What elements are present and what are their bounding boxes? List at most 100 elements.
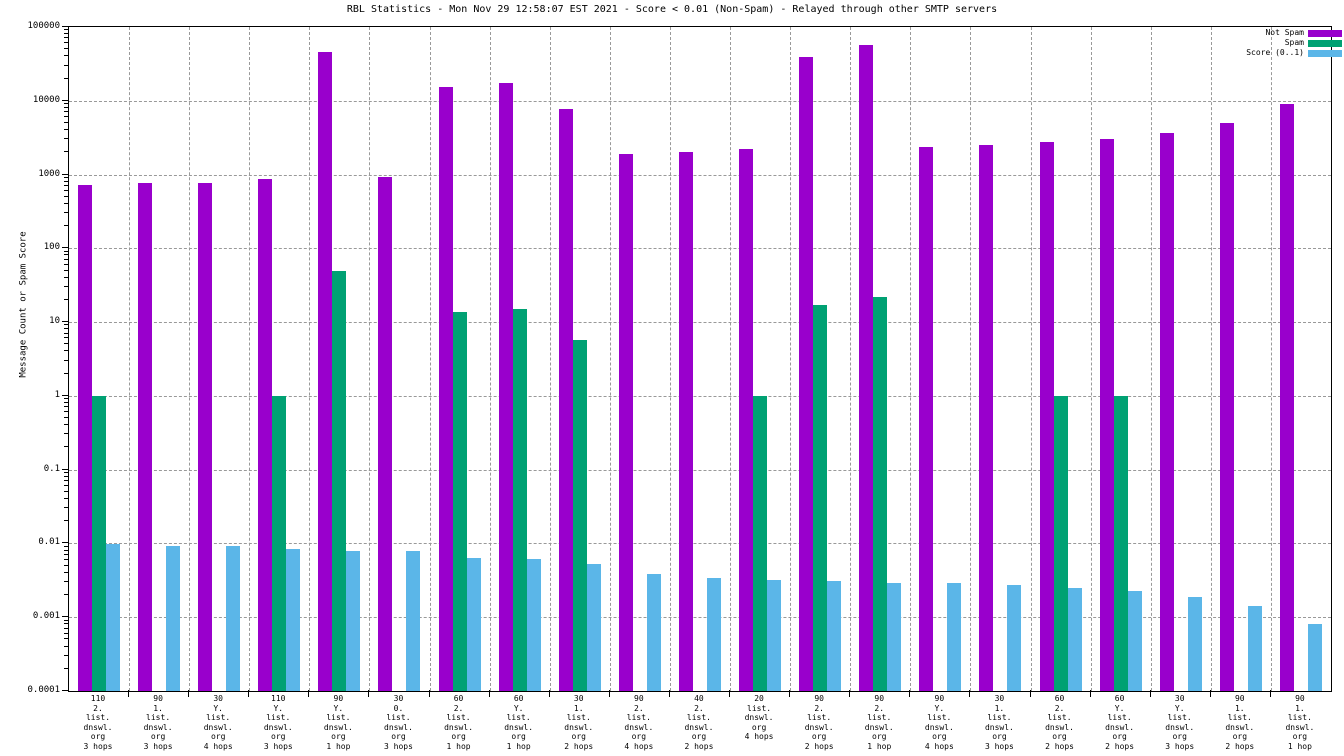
label-list: list.: [566, 713, 591, 723]
bar-spam: [1113, 395, 1128, 691]
label-sub: 2.: [694, 703, 704, 713]
label-sub: 1.: [1234, 703, 1245, 713]
x-axis-group-label: 90 2. list. dnswl. org 1 hop: [842, 694, 916, 752]
bar-score: [346, 550, 361, 691]
label-count: 90: [1234, 694, 1245, 703]
bar-score: [586, 563, 601, 691]
bar-score: [827, 580, 842, 691]
y-axis-minor-tick: [64, 645, 69, 647]
label-sub: 1.: [573, 703, 584, 713]
y-axis-minor-tick: [64, 276, 69, 278]
y-axis-tick-label: 0.001: [32, 611, 60, 622]
gridline-horizontal: [69, 174, 1331, 176]
label-hops: 2 hops: [684, 741, 714, 751]
label-org: org: [751, 722, 767, 732]
gridline-horizontal: [69, 248, 1331, 250]
label-dnswl: dnswl.: [203, 722, 233, 732]
x-axis-tick: [1209, 690, 1211, 697]
legend-item: Score (0..1): [1246, 48, 1342, 58]
y-axis-minor-tick: [64, 490, 69, 492]
y-axis-minor-tick: [64, 324, 69, 326]
y-axis-minor-tick: [64, 433, 69, 435]
plot-area: [68, 26, 1332, 692]
label-count: 40: [694, 694, 704, 703]
y-axis-tick-label: 1000: [38, 168, 60, 179]
x-axis-tick: [1269, 690, 1271, 697]
label-hops: 2 hops: [1045, 741, 1074, 751]
y-axis-minor-tick: [64, 343, 69, 345]
label-count: 30: [573, 694, 584, 703]
x-axis-tick: [668, 690, 670, 697]
label-sub: 2.: [814, 703, 824, 713]
y-axis-minor-tick: [64, 176, 69, 178]
label-list: list.: [146, 713, 171, 723]
y-axis-tick: [62, 690, 69, 691]
bar-not-spam: [78, 184, 92, 691]
bar-not-spam: [438, 86, 453, 691]
bar-score: [166, 546, 181, 691]
label-hops: 2 hops: [804, 741, 834, 751]
y-axis-minor-tick: [64, 250, 69, 252]
label-list: list.: [686, 713, 711, 723]
x-axis-tick: [729, 690, 731, 697]
label-org: org: [331, 732, 346, 742]
label-sub: Y.: [273, 703, 284, 713]
x-axis-tick: [1029, 690, 1031, 697]
x-axis-tick: [248, 690, 250, 697]
y-axis-minor-tick: [64, 285, 69, 287]
bar-not-spam: [1099, 138, 1114, 691]
label-count: 30: [994, 694, 1005, 703]
label-list: list.: [1047, 713, 1072, 723]
y-axis-minor-tick: [64, 507, 69, 509]
label-sub: 2.: [453, 703, 464, 713]
y-axis-label: Message Count or Spam Score: [18, 231, 29, 378]
bar-spam: [572, 339, 587, 691]
label-org: org: [150, 732, 166, 742]
y-axis-minor-tick: [64, 189, 69, 191]
x-axis-tick: [128, 690, 130, 697]
y-axis-minor-tick: [64, 298, 69, 300]
label-count: 90: [874, 694, 885, 703]
y-axis-minor-tick: [64, 475, 69, 477]
bar-spam: [813, 305, 828, 691]
plot-inner: [69, 27, 1331, 691]
bar-not-spam: [498, 82, 513, 691]
x-axis-tick: [488, 690, 490, 697]
legend-swatch: [1308, 39, 1342, 47]
label-dnswl: dnswl.: [864, 722, 894, 732]
y-axis-minor-tick: [64, 619, 69, 621]
label-hops: 1 hop: [446, 741, 471, 751]
label-org: org: [1112, 732, 1127, 742]
y-axis-minor-tick: [64, 498, 69, 500]
label-list: list.: [927, 713, 952, 723]
y-axis-minor-tick: [64, 594, 69, 595]
label-list: list.: [266, 713, 291, 723]
bar-score: [1187, 596, 1202, 691]
x-axis-group-label: 90 Y. list. dnswl. org 4 hops: [902, 694, 976, 752]
x-axis-group-label: 90 2. list. dnswl. org 4 hops: [602, 694, 676, 752]
bar-not-spam: [618, 154, 633, 691]
x-axis-group-label: 90 Y. list. dnswl. org 1 hop: [301, 694, 375, 752]
y-axis-minor-tick: [64, 654, 69, 656]
y-axis-minor-tick: [64, 254, 69, 256]
y-axis-tick: [62, 542, 69, 544]
label-hops: 1 hop: [1287, 741, 1312, 751]
label-hops: 3 hops: [143, 741, 173, 751]
bar-score: [1007, 585, 1022, 691]
gridline-vertical: [429, 27, 431, 691]
label-sub: Y.: [934, 703, 945, 713]
label-count: 110: [271, 694, 286, 703]
y-axis-minor-tick: [64, 64, 69, 66]
y-axis-minor-tick: [64, 263, 69, 265]
label-count: 90: [814, 694, 824, 703]
label-list: list.: [747, 703, 772, 713]
label-list: list.: [867, 713, 892, 723]
y-axis-tick-label: 10000: [32, 94, 60, 105]
label-list: list.: [386, 713, 411, 723]
bar-not-spam: [138, 182, 153, 691]
label-count: 60: [513, 694, 524, 703]
bar-not-spam: [919, 146, 934, 691]
y-axis-minor-tick: [64, 337, 69, 339]
label-sub: 1.: [994, 703, 1005, 713]
y-axis-minor-tick: [64, 446, 69, 448]
